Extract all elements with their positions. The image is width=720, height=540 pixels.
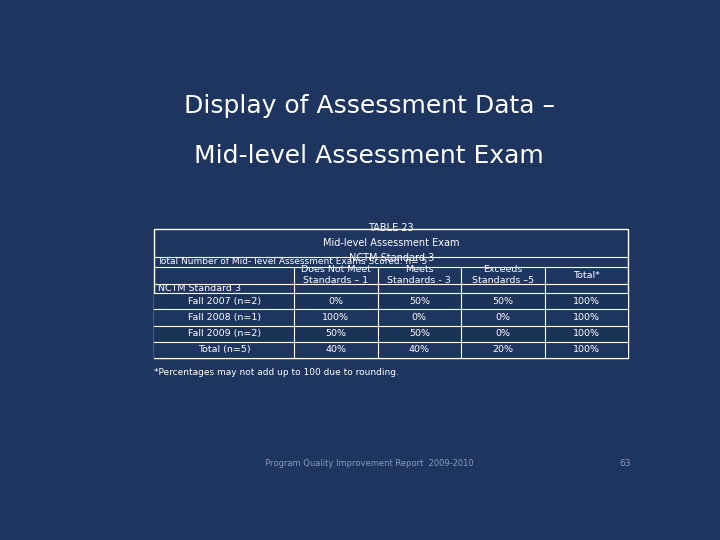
- Text: Does Not Meet
Standards – 1: Does Not Meet Standards – 1: [301, 265, 371, 286]
- Text: Total*: Total*: [573, 271, 600, 280]
- Text: 100%: 100%: [573, 346, 600, 354]
- Bar: [154, 229, 629, 358]
- Text: 0%: 0%: [328, 296, 343, 306]
- Text: Fall 2009 (n=2): Fall 2009 (n=2): [188, 329, 261, 338]
- Text: Fall 2007 (n=2): Fall 2007 (n=2): [188, 296, 261, 306]
- Text: *Percentages may not add up to 100 due to rounding.: *Percentages may not add up to 100 due t…: [154, 368, 399, 377]
- Text: Total (n=5): Total (n=5): [198, 346, 251, 354]
- Text: 50%: 50%: [492, 296, 513, 306]
- Text: 0%: 0%: [495, 313, 510, 322]
- Text: Fall 2008 (n=1): Fall 2008 (n=1): [188, 313, 261, 322]
- Text: Display of Assessment Data –: Display of Assessment Data –: [184, 94, 554, 118]
- Bar: [154, 326, 629, 342]
- Text: 100%: 100%: [323, 313, 349, 322]
- Text: Exceeds
Standards –5: Exceeds Standards –5: [472, 265, 534, 286]
- Bar: [154, 309, 629, 326]
- Text: 50%: 50%: [409, 329, 430, 338]
- Text: Program Quality Improvement Report  2009-2010: Program Quality Improvement Report 2009-…: [265, 459, 473, 468]
- Text: 50%: 50%: [409, 296, 430, 306]
- Bar: [154, 293, 629, 309]
- Text: 100%: 100%: [573, 329, 600, 338]
- Text: 50%: 50%: [325, 329, 346, 338]
- Text: 0%: 0%: [412, 313, 427, 322]
- Text: 100%: 100%: [573, 313, 600, 322]
- Text: NCTM Standard 3: NCTM Standard 3: [158, 284, 240, 293]
- Text: 40%: 40%: [325, 346, 346, 354]
- Text: Mid-level Assessment Exam: Mid-level Assessment Exam: [194, 144, 544, 168]
- Text: 100%: 100%: [573, 296, 600, 306]
- Text: Meets
Standards - 3: Meets Standards - 3: [387, 265, 451, 286]
- Text: 0%: 0%: [495, 329, 510, 338]
- Bar: [154, 342, 629, 358]
- Text: TABLE 23
Mid-level Assessment Exam
NCTM Standard 3: TABLE 23 Mid-level Assessment Exam NCTM …: [323, 223, 459, 263]
- Text: 63: 63: [620, 459, 631, 468]
- Text: Total Number of Mid- level Assessment Exams Scored: n= 5: Total Number of Mid- level Assessment Ex…: [158, 258, 428, 266]
- Text: 20%: 20%: [492, 346, 513, 354]
- Text: 40%: 40%: [409, 346, 430, 354]
